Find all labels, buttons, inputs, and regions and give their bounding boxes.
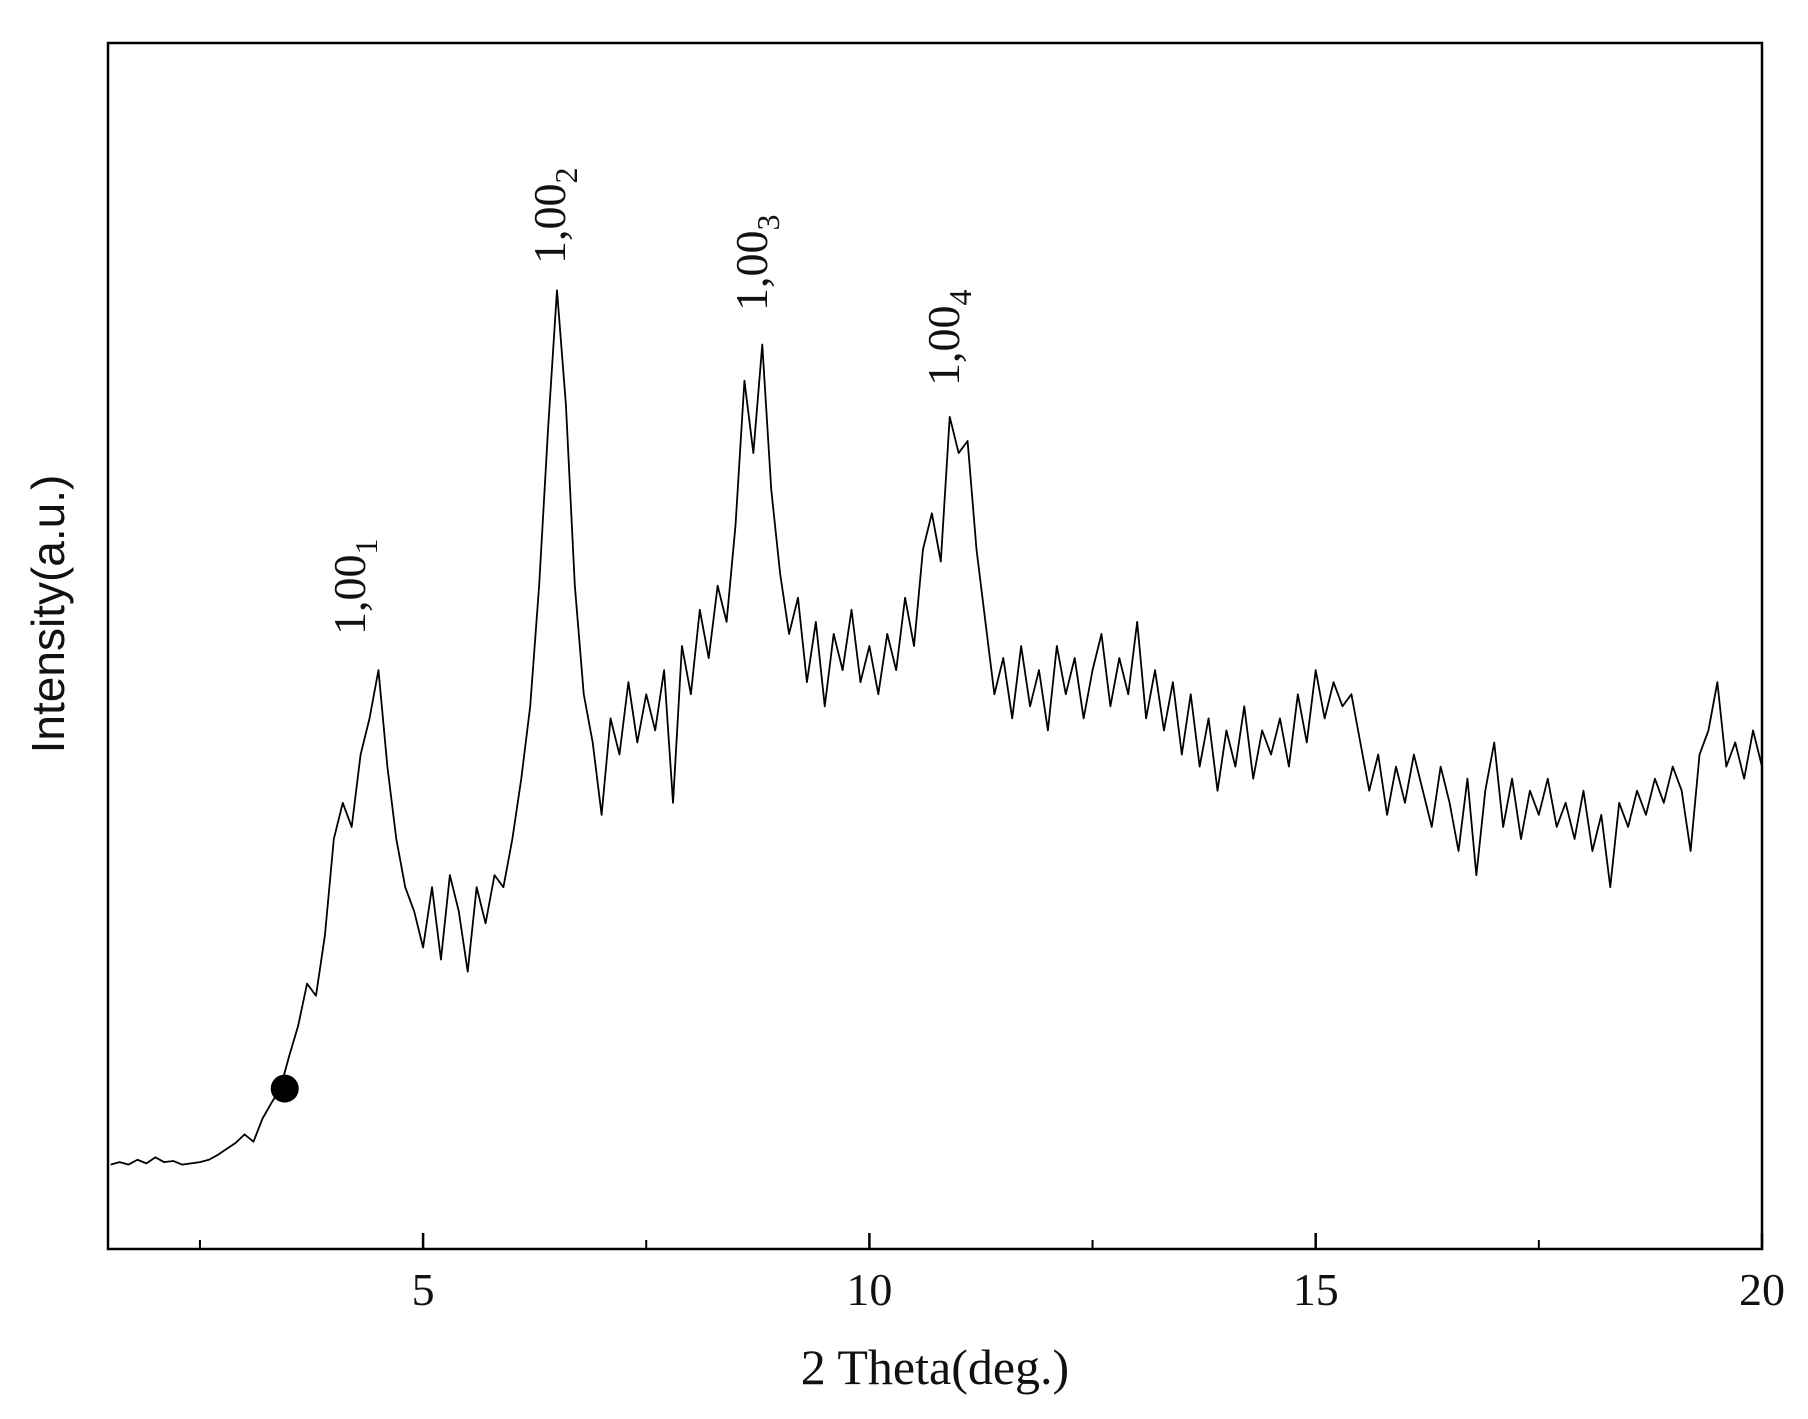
data-line [110,289,1763,1166]
x-tick-label: 15 [1293,1264,1339,1315]
peak-label-sub: 2 [548,168,584,184]
x-tick-label: 10 [846,1264,892,1315]
marker-dot [270,1074,299,1103]
peak-label-text: 1,00 [524,184,575,265]
peak-label-text: 1,00 [726,231,777,312]
peak-label: 1,003 [726,215,787,312]
peak-label-sub: 4 [942,290,978,306]
peak-label: 1,004 [918,290,979,387]
plot-frame [106,41,1764,1251]
x-tick-label: 20 [1739,1264,1785,1315]
peak-label-sub: 1 [348,539,384,555]
x-tick-label: 5 [412,1264,435,1315]
peak-label-sub: 3 [750,215,786,231]
y-axis-title: Intensity(a.u.) [22,475,74,754]
peak-label: 1,002 [524,168,585,265]
x-axis-title: 2 Theta(deg.) [801,1339,1069,1395]
peak-label-text: 1,00 [918,306,969,387]
peak-label-text: 1,00 [324,555,375,636]
peak-label: 1,001 [324,539,385,636]
